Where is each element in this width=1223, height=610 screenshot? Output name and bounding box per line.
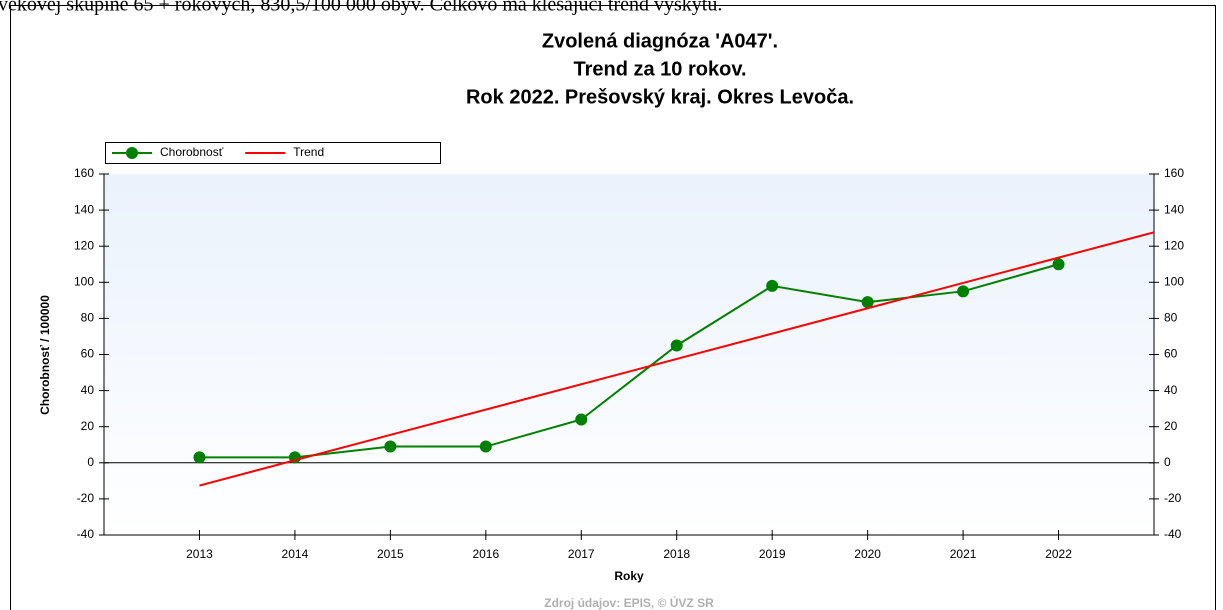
x-tick-label: 2014 bbox=[282, 547, 309, 561]
x-tick-label: 2016 bbox=[472, 547, 499, 561]
data-point bbox=[670, 339, 683, 352]
y-axis-label: Chorobnosť / 100000 bbox=[38, 295, 52, 415]
y2-tick-label: 0 bbox=[1164, 455, 1171, 469]
y-tick-label: 160 bbox=[74, 166, 94, 180]
page-caption: vekovej skupine 65 + rokových, 830,5/100… bbox=[0, 0, 722, 16]
y-tick-label: -40 bbox=[77, 527, 95, 541]
y-tick-label: 20 bbox=[81, 419, 95, 433]
y2-tick-label: 40 bbox=[1164, 383, 1178, 397]
y-tick-label: 0 bbox=[87, 455, 94, 469]
chart-frame bbox=[10, 5, 1216, 610]
legend-marker bbox=[126, 147, 138, 159]
chart-title: Trend za 10 rokov. bbox=[573, 58, 746, 80]
x-tick-label: 2020 bbox=[854, 547, 881, 561]
y2-tick-label: 80 bbox=[1164, 311, 1178, 325]
y2-tick-label: 160 bbox=[1164, 166, 1184, 180]
x-tick-label: 2013 bbox=[186, 547, 213, 561]
y-tick-label: 80 bbox=[81, 311, 95, 325]
x-tick-label: 2019 bbox=[759, 547, 786, 561]
y-tick-label: -20 bbox=[77, 491, 95, 505]
data-point bbox=[479, 440, 492, 453]
x-tick-label: 2022 bbox=[1045, 547, 1072, 561]
data-point bbox=[1052, 258, 1065, 271]
x-axis-label: Roky bbox=[614, 569, 644, 583]
x-tick-label: 2018 bbox=[663, 547, 690, 561]
y-tick-label: 120 bbox=[74, 238, 94, 252]
chart-title: Zvolená diagnóza 'A047'. bbox=[542, 30, 778, 52]
data-point bbox=[957, 285, 970, 298]
y2-tick-label: -40 bbox=[1164, 527, 1182, 541]
data-point bbox=[193, 451, 206, 464]
legend-label: Chorobnosť bbox=[160, 145, 224, 159]
data-point bbox=[575, 413, 588, 426]
plot-area bbox=[104, 174, 1154, 535]
x-tick-label: 2017 bbox=[568, 547, 595, 561]
legend-label: Trend bbox=[293, 145, 324, 159]
y-tick-label: 40 bbox=[81, 383, 95, 397]
x-tick-label: 2015 bbox=[377, 547, 404, 561]
y-tick-label: 140 bbox=[74, 202, 94, 216]
x-tick-label: 2021 bbox=[950, 547, 977, 561]
series-line bbox=[199, 263, 1059, 459]
y2-tick-label: -20 bbox=[1164, 491, 1182, 505]
data-point bbox=[766, 279, 779, 292]
y-tick-label: 100 bbox=[74, 274, 94, 288]
data-point bbox=[384, 440, 397, 453]
y2-tick-label: 140 bbox=[1164, 202, 1184, 216]
chart-title: Rok 2022. Prešovský kraj. Okres Levoča. bbox=[466, 86, 854, 108]
y-tick-label: 60 bbox=[81, 347, 95, 361]
data-point bbox=[861, 296, 874, 309]
y2-tick-label: 20 bbox=[1164, 419, 1178, 433]
source-note: Zdroj údajov: EPIS, © ÚVZ SR bbox=[544, 595, 714, 610]
y2-tick-label: 120 bbox=[1164, 238, 1184, 252]
y2-tick-label: 100 bbox=[1164, 274, 1184, 288]
series-line bbox=[199, 231, 1155, 487]
y2-tick-label: 60 bbox=[1164, 347, 1178, 361]
